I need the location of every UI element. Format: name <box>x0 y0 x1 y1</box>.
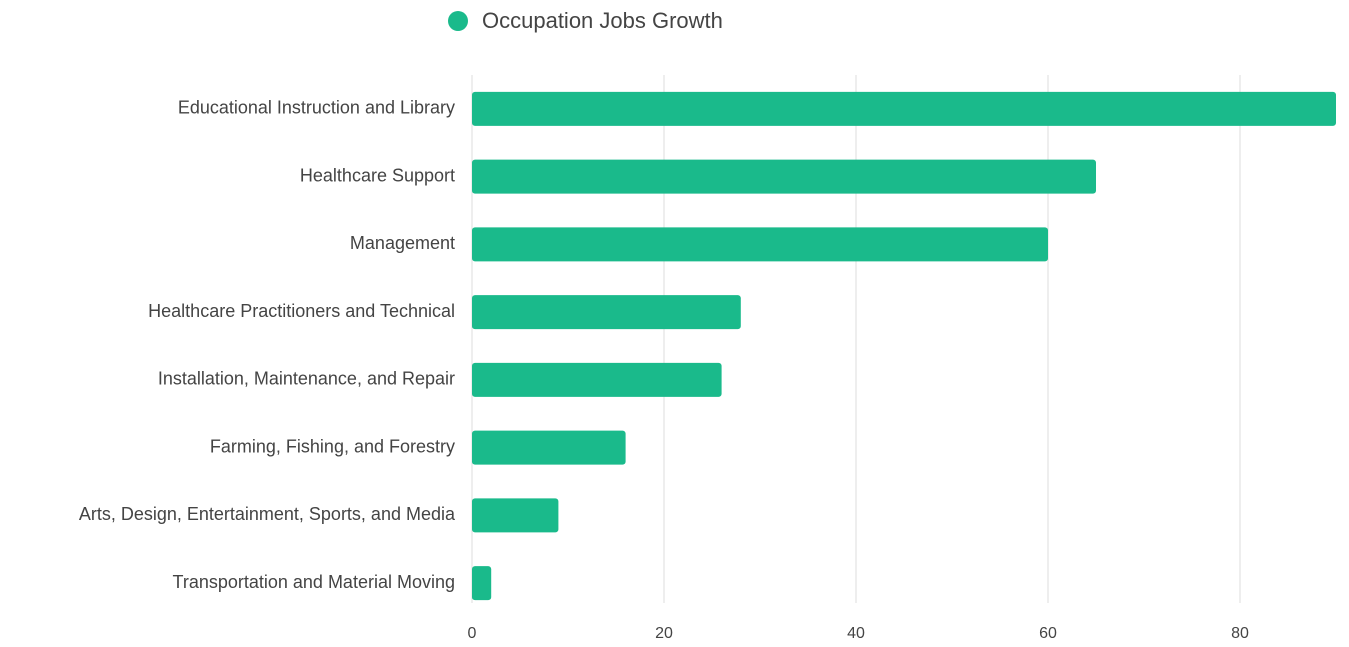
x-tick-label: 60 <box>1039 625 1057 642</box>
bar <box>472 227 1048 262</box>
legend-swatch <box>448 11 468 31</box>
y-tick-label: Transportation and Material Moving <box>173 572 455 592</box>
x-tick-label: 0 <box>468 625 477 642</box>
y-tick-label: Installation, Maintenance, and Repair <box>158 369 455 389</box>
x-tick-label: 80 <box>1231 625 1249 642</box>
y-tick-label: Healthcare Practitioners and Technical <box>148 301 455 321</box>
x-tick-label: 20 <box>655 625 673 642</box>
legend-label: Occupation Jobs Growth <box>482 8 723 33</box>
bar <box>472 566 492 601</box>
y-tick-label: Farming, Fishing, and Forestry <box>210 436 455 456</box>
y-tick-label: Management <box>350 233 455 253</box>
bar <box>472 295 741 330</box>
bar <box>472 91 1336 126</box>
bar <box>472 498 559 533</box>
x-tick-label: 40 <box>847 625 865 642</box>
y-tick-label: Arts, Design, Entertainment, Sports, and… <box>79 504 456 524</box>
bar <box>472 430 626 465</box>
bar <box>472 159 1096 194</box>
y-tick-label: Educational Instruction and Library <box>178 98 455 118</box>
bar <box>472 362 722 397</box>
y-tick-label: Healthcare Support <box>300 165 455 185</box>
